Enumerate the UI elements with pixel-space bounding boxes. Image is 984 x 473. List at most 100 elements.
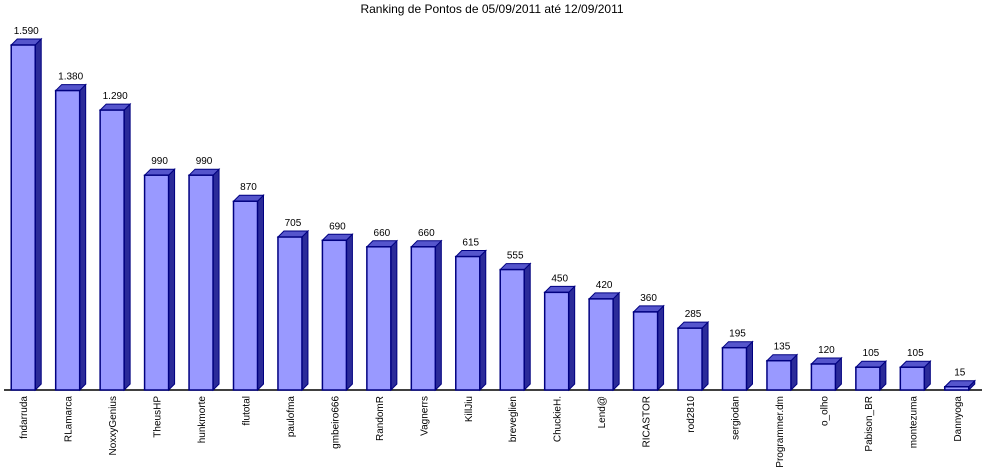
bar	[10, 37, 43, 392]
bar-side	[390, 239, 398, 392]
bar-top	[276, 230, 310, 238]
x-tick-label: KillJiu	[464, 396, 475, 422]
value-label: 615	[462, 238, 479, 249]
bar-side	[257, 194, 264, 392]
bar	[943, 379, 976, 392]
bar-front	[632, 311, 659, 391]
bar	[899, 360, 932, 392]
value-label: 660	[418, 228, 435, 239]
value-label: 1.590	[14, 26, 39, 37]
x-tick-label: Pabison_BR	[864, 396, 875, 452]
value-label: 285	[685, 309, 702, 320]
bar-front	[677, 327, 703, 391]
bar-side	[168, 167, 176, 392]
bar-front	[410, 246, 437, 391]
bar-front	[366, 246, 392, 391]
bar-front	[10, 44, 36, 391]
bar-top	[54, 84, 87, 92]
bar-top	[187, 168, 221, 176]
x-tick-label: Programmer.dm	[775, 396, 786, 468]
x-tick-label: TheusHP	[153, 396, 164, 438]
bar-front	[232, 200, 259, 391]
bar-top	[543, 285, 576, 293]
bar	[321, 233, 354, 392]
bar	[410, 239, 443, 392]
bar-top	[765, 354, 799, 362]
x-tick-label: montezuma	[908, 396, 919, 449]
bar-front	[143, 174, 170, 391]
bar	[810, 356, 843, 392]
bar-front	[810, 363, 837, 391]
bar-top	[98, 103, 132, 111]
bar	[587, 291, 621, 392]
bar-top	[143, 168, 176, 176]
bar-front	[499, 268, 525, 391]
bar-top	[365, 240, 399, 248]
value-label: 1.290	[103, 91, 128, 102]
bar-front	[721, 346, 748, 391]
bar-side	[746, 340, 753, 392]
bar	[765, 353, 799, 392]
value-label: 555	[507, 251, 524, 262]
x-tick-label: o_olho	[819, 396, 830, 426]
x-tick-label: Vagnerrs	[419, 396, 430, 436]
bar-top	[810, 357, 843, 365]
bar-top	[721, 341, 754, 349]
x-tick-label: hunkmorte	[197, 396, 208, 444]
bar-front	[543, 291, 570, 391]
bar-top	[321, 233, 354, 241]
bar-front	[277, 236, 303, 391]
bar-front	[588, 298, 614, 391]
bar-top	[676, 321, 710, 329]
value-label: 705	[285, 218, 302, 229]
bar-side	[568, 285, 576, 392]
x-tick-label: RICASTOR	[642, 396, 653, 448]
bar-top	[454, 250, 487, 258]
value-label: 1.380	[58, 72, 83, 83]
chart-title: Ranking de Pontos de 05/09/2011 até 12/0…	[360, 2, 623, 16]
value-label: 870	[240, 182, 257, 193]
bar-top	[899, 360, 932, 368]
value-label: 105	[863, 348, 880, 359]
bar-front	[188, 174, 214, 391]
x-tick-label: breveglien	[508, 396, 519, 442]
bar	[98, 102, 132, 392]
value-label: 990	[196, 156, 213, 167]
bar-top	[854, 360, 888, 368]
value-label: 105	[907, 348, 924, 359]
bar	[854, 360, 888, 392]
x-tick-label: Dannyoga	[953, 396, 964, 442]
bar	[143, 167, 176, 392]
bar-front	[855, 366, 881, 391]
bar-side	[701, 320, 709, 392]
bar-side	[479, 249, 487, 392]
bar-front	[899, 366, 926, 391]
value-label: 15	[954, 368, 966, 379]
value-label: 660	[374, 228, 391, 239]
x-tick-label: rod2810	[686, 396, 697, 433]
value-label: 690	[329, 221, 346, 232]
x-tick-label: Lend@	[597, 396, 608, 428]
bar-front	[944, 385, 970, 391]
bar	[187, 167, 221, 392]
bar-front	[455, 255, 481, 391]
bar-top	[232, 194, 265, 202]
bar	[232, 194, 265, 392]
x-tick-label: fndarruda	[19, 396, 30, 439]
bar-top	[587, 292, 621, 300]
bar-top	[10, 38, 43, 46]
bar-side	[523, 262, 531, 392]
bar	[365, 239, 399, 392]
value-label: 195	[729, 329, 746, 340]
x-tick-label: NoxxyGenius	[108, 396, 119, 455]
bar	[499, 262, 532, 392]
bar	[676, 320, 710, 392]
bar-front	[321, 239, 348, 391]
bar-side	[434, 239, 442, 392]
x-tick-label: flutotal	[242, 396, 253, 425]
bar-top	[499, 263, 532, 271]
bar-top	[632, 305, 665, 313]
x-tick-label: ChuckieH.	[553, 396, 564, 442]
value-label: 135	[774, 342, 791, 353]
